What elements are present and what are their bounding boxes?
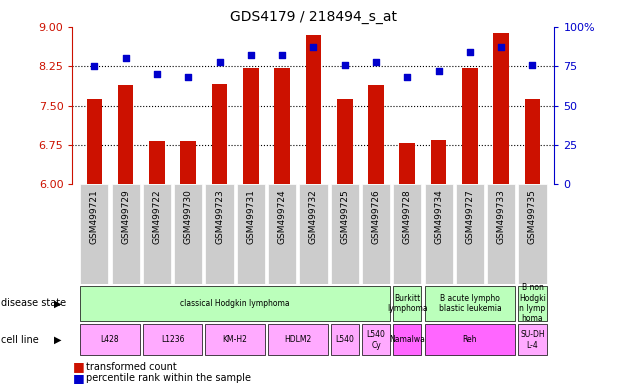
Text: GSM499726: GSM499726 bbox=[372, 189, 381, 244]
FancyBboxPatch shape bbox=[299, 184, 328, 284]
FancyBboxPatch shape bbox=[518, 324, 547, 356]
Bar bbox=[525, 99, 541, 184]
Text: GSM499729: GSM499729 bbox=[121, 189, 130, 244]
Bar bbox=[306, 35, 321, 184]
Bar bbox=[118, 84, 134, 184]
Bar bbox=[243, 68, 259, 184]
Text: transformed count: transformed count bbox=[86, 362, 177, 372]
Bar bbox=[399, 143, 415, 184]
Bar bbox=[86, 99, 102, 184]
Text: GSM499727: GSM499727 bbox=[466, 189, 474, 244]
Text: L540: L540 bbox=[335, 335, 354, 344]
Bar bbox=[368, 84, 384, 184]
Text: percentile rank within the sample: percentile rank within the sample bbox=[86, 373, 251, 383]
FancyBboxPatch shape bbox=[362, 324, 390, 356]
Text: GSM499728: GSM499728 bbox=[403, 189, 412, 244]
Text: B acute lympho
blastic leukemia: B acute lympho blastic leukemia bbox=[438, 294, 501, 313]
Text: ▶: ▶ bbox=[54, 298, 62, 308]
FancyBboxPatch shape bbox=[425, 184, 453, 284]
FancyBboxPatch shape bbox=[112, 184, 140, 284]
FancyBboxPatch shape bbox=[362, 184, 390, 284]
Text: classical Hodgkin lymphoma: classical Hodgkin lymphoma bbox=[180, 299, 290, 308]
Point bbox=[309, 44, 318, 50]
Bar bbox=[337, 99, 353, 184]
Text: SU-DH
L-4: SU-DH L-4 bbox=[520, 330, 545, 349]
Text: GSM499731: GSM499731 bbox=[246, 189, 255, 244]
Point bbox=[277, 52, 287, 58]
FancyBboxPatch shape bbox=[80, 286, 390, 321]
Text: GSM499722: GSM499722 bbox=[152, 189, 161, 244]
Text: B non
Hodgki
n lymp
homa: B non Hodgki n lymp homa bbox=[519, 283, 546, 323]
Text: Reh: Reh bbox=[462, 335, 477, 344]
FancyBboxPatch shape bbox=[268, 184, 296, 284]
Point bbox=[89, 63, 100, 70]
FancyBboxPatch shape bbox=[237, 184, 265, 284]
Text: GSM499734: GSM499734 bbox=[434, 189, 443, 244]
Text: GSM499723: GSM499723 bbox=[215, 189, 224, 244]
FancyBboxPatch shape bbox=[331, 184, 359, 284]
FancyBboxPatch shape bbox=[268, 324, 328, 356]
Title: GDS4179 / 218494_s_at: GDS4179 / 218494_s_at bbox=[230, 10, 397, 25]
Text: L428: L428 bbox=[101, 335, 119, 344]
FancyBboxPatch shape bbox=[393, 324, 421, 356]
Text: GSM499725: GSM499725 bbox=[340, 189, 349, 244]
Point bbox=[371, 58, 381, 65]
Bar bbox=[462, 68, 478, 184]
Text: L1236: L1236 bbox=[161, 335, 185, 344]
FancyBboxPatch shape bbox=[205, 324, 265, 356]
FancyBboxPatch shape bbox=[425, 286, 515, 321]
Point bbox=[152, 71, 162, 77]
FancyBboxPatch shape bbox=[174, 184, 202, 284]
FancyBboxPatch shape bbox=[425, 324, 515, 356]
Point bbox=[527, 61, 537, 68]
Bar bbox=[431, 140, 447, 184]
Text: disease state: disease state bbox=[1, 298, 66, 308]
Text: GSM499730: GSM499730 bbox=[184, 189, 193, 244]
Text: GSM499732: GSM499732 bbox=[309, 189, 318, 244]
FancyBboxPatch shape bbox=[393, 286, 421, 321]
Bar bbox=[212, 84, 227, 184]
Text: ■: ■ bbox=[72, 360, 84, 373]
Text: GSM499735: GSM499735 bbox=[528, 189, 537, 244]
FancyBboxPatch shape bbox=[80, 184, 108, 284]
Point bbox=[340, 61, 350, 68]
FancyBboxPatch shape bbox=[518, 286, 547, 321]
Point bbox=[214, 58, 224, 65]
Point bbox=[246, 52, 256, 58]
FancyBboxPatch shape bbox=[518, 184, 547, 284]
Text: L540
Cy: L540 Cy bbox=[367, 330, 386, 349]
Bar bbox=[180, 141, 196, 184]
FancyBboxPatch shape bbox=[143, 324, 202, 356]
FancyBboxPatch shape bbox=[80, 324, 140, 356]
Text: KM-H2: KM-H2 bbox=[223, 335, 248, 344]
Bar bbox=[149, 141, 165, 184]
Point bbox=[433, 68, 444, 74]
FancyBboxPatch shape bbox=[487, 184, 515, 284]
Point bbox=[183, 74, 193, 80]
FancyBboxPatch shape bbox=[205, 184, 234, 284]
Point bbox=[465, 49, 475, 55]
Text: HDLM2: HDLM2 bbox=[284, 335, 311, 344]
FancyBboxPatch shape bbox=[331, 324, 359, 356]
Text: ▶: ▶ bbox=[54, 335, 62, 345]
FancyBboxPatch shape bbox=[393, 184, 421, 284]
FancyBboxPatch shape bbox=[143, 184, 171, 284]
Point bbox=[496, 44, 507, 50]
Text: ■: ■ bbox=[72, 372, 84, 384]
Text: cell line: cell line bbox=[1, 335, 39, 345]
FancyBboxPatch shape bbox=[456, 184, 484, 284]
Text: Namalwa: Namalwa bbox=[389, 335, 425, 344]
Bar bbox=[274, 68, 290, 184]
Bar bbox=[493, 33, 509, 184]
Text: GSM499724: GSM499724 bbox=[278, 189, 287, 244]
Text: Burkitt
lymphoma: Burkitt lymphoma bbox=[387, 294, 428, 313]
Point bbox=[403, 74, 413, 80]
Text: GSM499733: GSM499733 bbox=[496, 189, 506, 244]
Point bbox=[120, 55, 130, 61]
Text: GSM499721: GSM499721 bbox=[90, 189, 99, 244]
